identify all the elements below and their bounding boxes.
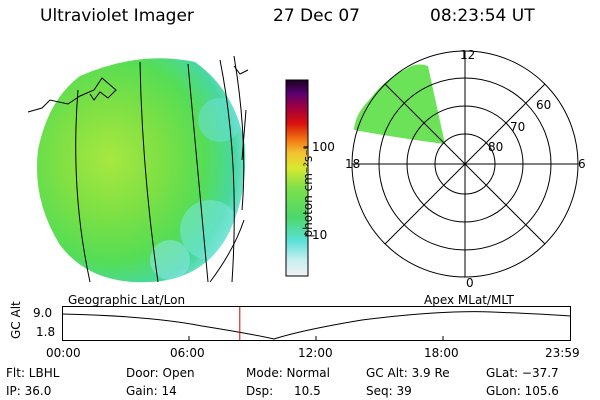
- lat-label-80: 80: [488, 140, 504, 154]
- xtick-1200: 12:00: [298, 346, 333, 360]
- info-flt: Flt: LBHL: [6, 366, 60, 380]
- info-seq: Seq: 39: [366, 384, 412, 398]
- info-glat: GLat: −37.7: [486, 366, 559, 380]
- geographic-image: [27, 55, 249, 283]
- strip-ylabel: GC Alt: [9, 301, 23, 339]
- strip-right-title: Apex MLat/MLT: [424, 293, 514, 307]
- info-ip: IP: 36.0: [6, 384, 52, 398]
- info-dsp-value: 10.5: [294, 384, 321, 398]
- time-label: 08:23:54 UT: [430, 6, 535, 26]
- color-bar: [285, 79, 309, 277]
- mlt-label-12: 12: [460, 48, 476, 62]
- mlt-label-6: 6: [578, 157, 586, 171]
- xtick-2359: 23:59: [545, 346, 580, 360]
- info-gain: Gain: 14: [126, 384, 177, 398]
- info-gc-alt: GC Alt: 3.9 Re: [366, 366, 450, 380]
- altitude-strip-chart: [62, 306, 571, 341]
- colorbar-tick-10: 10: [312, 228, 328, 242]
- date-label: 27 Dec 07: [273, 6, 360, 26]
- strip-ytick-high: 9.0: [33, 306, 53, 320]
- xtick-1800: 18:00: [424, 346, 459, 360]
- info-mode: Mode: Normal: [246, 366, 330, 380]
- xtick-0600: 06:00: [170, 346, 205, 360]
- lat-label-60: 60: [536, 98, 552, 112]
- mlt-label-18: 18: [345, 157, 361, 171]
- info-door: Door: Open: [126, 366, 195, 380]
- altitude-curve: [62, 311, 571, 340]
- colorbar-tick-100: 100: [312, 140, 335, 154]
- strip-left-title: Geographic Lat/Lon: [68, 293, 186, 307]
- info-dsp-label: Dsp:: [246, 384, 274, 398]
- mlt-label-0: 0: [466, 276, 474, 290]
- info-glon: GLon: 105.6: [486, 384, 559, 398]
- app-title: Ultraviolet Imager: [40, 6, 194, 26]
- polar-plot: [351, 50, 579, 278]
- colorbar-label: photon cm⁻²s⁻¹: [301, 144, 315, 238]
- lat-label-70: 70: [510, 120, 526, 134]
- polar-emission-patch: [354, 64, 445, 144]
- xtick-0000: 00:00: [46, 346, 81, 360]
- strip-ytick-low: 1.8: [36, 325, 56, 339]
